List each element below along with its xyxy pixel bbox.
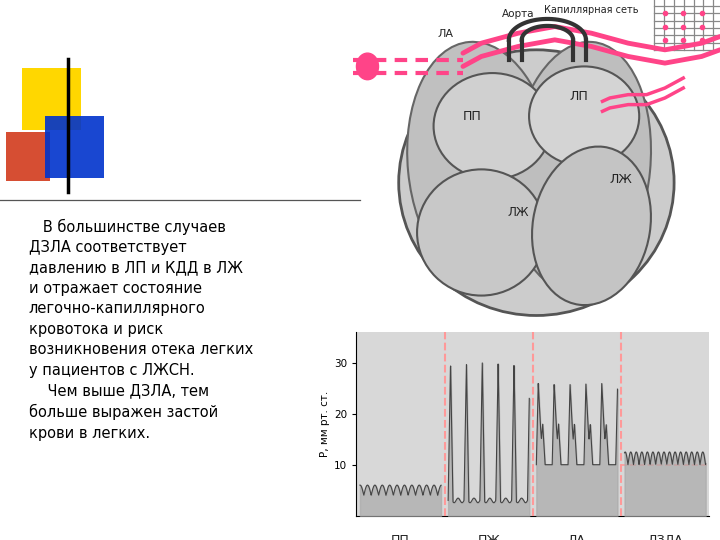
- Ellipse shape: [399, 50, 674, 315]
- Bar: [6, 132, 50, 181]
- Ellipse shape: [433, 73, 551, 179]
- Text: Аорта: Аорта: [502, 9, 534, 18]
- Text: ДЗЛА: ДЗЛА: [647, 534, 683, 540]
- Text: ЛЖ: ЛЖ: [507, 206, 528, 219]
- Text: Капиллярная сеть: Капиллярная сеть: [544, 5, 639, 15]
- Text: ПЖ: ПЖ: [477, 534, 500, 540]
- Text: В большинстве случаев
ДЗЛА соответствует
давлению в ЛП и КДД в ЛЖ
и отражает сос: В большинстве случаев ДЗЛА соответствует…: [29, 219, 253, 441]
- Text: ЛЖ: ЛЖ: [610, 173, 633, 186]
- Ellipse shape: [356, 53, 379, 80]
- Text: ПП: ПП: [391, 534, 410, 540]
- Bar: [22, 68, 81, 130]
- Y-axis label: Р, мм рт. ст.: Р, мм рт. ст.: [320, 391, 330, 457]
- Ellipse shape: [529, 66, 639, 166]
- Ellipse shape: [510, 42, 651, 290]
- Ellipse shape: [532, 146, 651, 305]
- Text: ЛА: ЛА: [437, 29, 454, 38]
- Ellipse shape: [408, 42, 555, 290]
- Ellipse shape: [417, 170, 546, 295]
- Bar: [45, 116, 104, 178]
- Text: ЛП: ЛП: [570, 90, 588, 103]
- Text: ЛА: ЛА: [568, 534, 586, 540]
- Text: ПП: ПП: [463, 110, 482, 123]
